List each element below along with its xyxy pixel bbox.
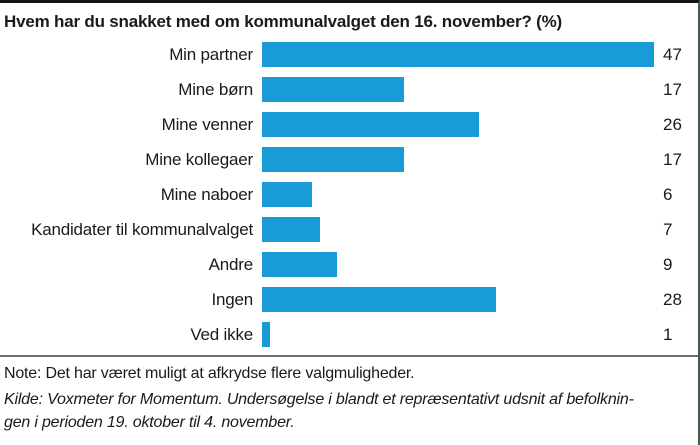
bar-track: 47 bbox=[262, 42, 698, 67]
bar-category-label: Ingen bbox=[211, 289, 253, 309]
bar-track: 26 bbox=[262, 112, 698, 137]
bar-category-label: Mine børn bbox=[178, 79, 253, 99]
bar-row: Kandidater til kommunalvalget 7 bbox=[0, 212, 698, 247]
bar-category-label: Min partner bbox=[169, 44, 253, 64]
bar-row: Min partner 47 bbox=[0, 37, 698, 72]
chart-title: Hvem har du snakket med om kommunalvalge… bbox=[4, 12, 563, 31]
bar-row: Mine børn 17 bbox=[0, 72, 698, 107]
bar-area bbox=[262, 322, 654, 347]
bar-track: 9 bbox=[262, 252, 698, 277]
source-text-line1: Kilde: Voxmeter for Momentum. Undersøgel… bbox=[4, 391, 634, 408]
bar-category-label: Ved ikke bbox=[190, 324, 253, 344]
bar-category-label: Andre bbox=[208, 254, 254, 274]
bar-row: Mine venner 26 bbox=[0, 107, 698, 142]
bar-track: 6 bbox=[262, 182, 698, 207]
bar bbox=[262, 42, 654, 67]
bar-category-label: Kandidater til kommunalvalget bbox=[31, 219, 253, 239]
bar-area bbox=[262, 182, 654, 207]
bar-track: 17 bbox=[262, 77, 698, 102]
bar-track: 7 bbox=[262, 217, 698, 242]
bar-area bbox=[262, 217, 654, 242]
bar-value-label: 17 bbox=[663, 79, 682, 99]
bar-row: Mine kollegaer 17 bbox=[0, 142, 698, 177]
note-text: Note: Det har været muligt at afkrydse f… bbox=[4, 365, 415, 382]
bar-value-label: 28 bbox=[663, 289, 682, 309]
bar bbox=[262, 77, 404, 102]
bar-area bbox=[262, 42, 654, 67]
bar bbox=[262, 112, 479, 137]
bar bbox=[262, 217, 321, 242]
bar-value-label: 17 bbox=[663, 149, 682, 169]
source-text: Kilde: Voxmeter for Momentum. Undersøgel… bbox=[4, 388, 693, 434]
bar-track: 17 bbox=[262, 147, 698, 172]
source-text-line2: gen i perioden 19. oktober til 4. novemb… bbox=[4, 414, 295, 432]
bar-value-label: 1 bbox=[663, 324, 673, 344]
bar-row: Andre 9 bbox=[0, 247, 698, 282]
bar-category-label: Mine naboer bbox=[160, 184, 254, 204]
bar-category-label: Mine kollegaer bbox=[145, 149, 253, 169]
bar-category-label: Mine venner bbox=[161, 114, 254, 134]
bar-area bbox=[262, 147, 654, 172]
bar bbox=[262, 287, 496, 312]
bar bbox=[262, 147, 404, 172]
bar-value-label: 7 bbox=[663, 219, 673, 239]
bar bbox=[262, 252, 338, 277]
bar-row: Mine naboer 6 bbox=[0, 177, 698, 212]
bar-area bbox=[262, 252, 654, 277]
bar-area bbox=[262, 112, 654, 137]
bar-value-label: 9 bbox=[663, 254, 673, 274]
bar-area bbox=[262, 287, 654, 312]
bar-chart: Min partner 47 Mine børn 17 Mine venner … bbox=[0, 37, 698, 352]
bar-value-label: 47 bbox=[663, 44, 682, 64]
bar-value-label: 6 bbox=[663, 184, 673, 204]
bar bbox=[262, 182, 313, 207]
bar-value-label: 26 bbox=[663, 114, 682, 134]
bar-track: 1 bbox=[262, 322, 698, 347]
footer-divider bbox=[0, 355, 698, 357]
bar-track: 28 bbox=[262, 287, 698, 312]
bar-row: Ved ikke 1 bbox=[0, 317, 698, 352]
bar bbox=[262, 322, 271, 347]
bar-row: Ingen 28 bbox=[0, 282, 698, 317]
bar-area bbox=[262, 77, 654, 102]
